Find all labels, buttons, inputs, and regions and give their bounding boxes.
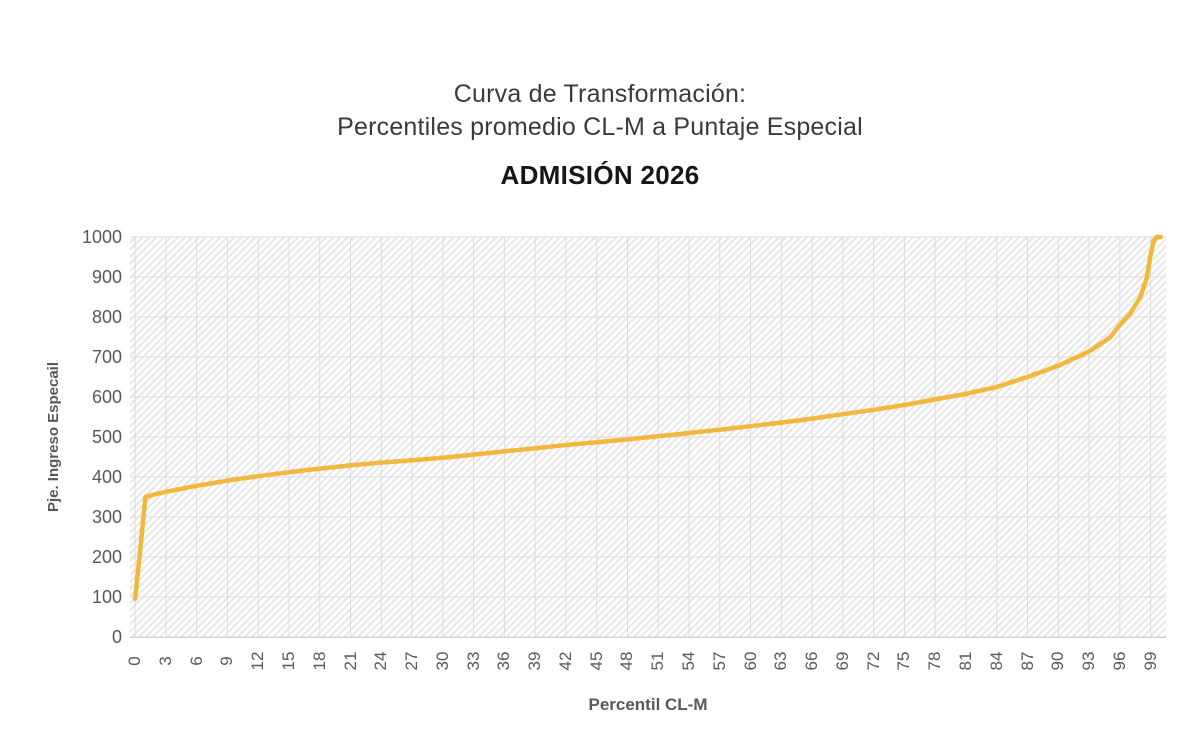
x-axis-tick-label: 30 bbox=[432, 651, 452, 671]
x-axis-tick-label: 96 bbox=[1109, 651, 1129, 671]
y-axis-tick-label: 200 bbox=[91, 547, 122, 567]
y-axis-tick-label: 800 bbox=[91, 307, 122, 327]
y-axis-tick-label: 600 bbox=[91, 387, 122, 407]
x-axis-tick-label: 81 bbox=[955, 651, 975, 671]
x-axis-tick-label: 9 bbox=[217, 656, 237, 666]
x-axis-tick-label: 66 bbox=[802, 651, 822, 671]
x-axis-tick-label: 21 bbox=[340, 651, 360, 671]
x-axis-title: Percentil CL-M bbox=[588, 695, 708, 714]
y-axis-tick-label: 700 bbox=[91, 347, 122, 367]
x-axis-tick-label: 27 bbox=[402, 651, 422, 671]
x-axis-tick-label: 15 bbox=[278, 651, 298, 671]
x-axis-tick-label: 24 bbox=[371, 651, 391, 671]
x-axis-tick-label: 69 bbox=[832, 651, 852, 671]
chart-title-line-2: Percentiles promedio CL-M a Puntaje Espe… bbox=[337, 113, 863, 141]
x-axis-tick-label: 12 bbox=[248, 651, 268, 671]
x-axis-tick-label: 99 bbox=[1140, 651, 1160, 671]
x-axis-tick-label: 45 bbox=[586, 651, 606, 671]
x-axis-tick-label: 18 bbox=[309, 651, 329, 671]
x-axis-tick-label: 60 bbox=[740, 651, 760, 671]
x-axis-tick-label: 33 bbox=[463, 651, 483, 671]
chart-svg bbox=[130, 234, 1166, 638]
x-axis-tick-label: 87 bbox=[1017, 651, 1037, 671]
x-axis-tick-label: 6 bbox=[186, 656, 206, 666]
x-axis-tick-label: 84 bbox=[986, 651, 1006, 671]
x-axis-tick-label: 90 bbox=[1048, 651, 1068, 671]
x-axis-tick-label: 63 bbox=[771, 651, 791, 671]
chart-subtitle-admission-year: ADMISIÓN 2026 bbox=[500, 160, 700, 190]
x-axis-tick-label: 54 bbox=[679, 651, 699, 671]
x-axis-tick-label: 78 bbox=[925, 651, 945, 671]
y-axis-tick-label: 0 bbox=[111, 627, 122, 647]
y-axis-tick-label: 1000 bbox=[81, 227, 122, 247]
x-axis-tick-label: 93 bbox=[1079, 651, 1099, 671]
chart-title-line-1: Curva de Transformación: bbox=[453, 80, 747, 108]
y-axis-title: Pje. Ingreso Especail bbox=[45, 361, 62, 513]
y-axis-tick-label: 300 bbox=[91, 507, 122, 527]
x-axis-tick-label: 72 bbox=[863, 651, 883, 671]
y-axis-tick-label: 400 bbox=[91, 467, 122, 487]
y-axis-tick-label: 100 bbox=[91, 587, 122, 607]
x-axis-tick-label: 3 bbox=[155, 656, 175, 666]
x-axis-tick-label: 48 bbox=[617, 651, 637, 671]
y-axis-tick-label: 900 bbox=[91, 267, 122, 287]
x-axis-tick-label: 42 bbox=[555, 651, 575, 671]
y-axis-tick-label: 500 bbox=[91, 427, 122, 447]
transformation-curve bbox=[132, 234, 1164, 602]
x-axis-tick-label: 57 bbox=[709, 651, 729, 671]
plot-area bbox=[130, 234, 1166, 638]
x-axis-tick-label: 39 bbox=[525, 651, 545, 671]
x-axis-tick-label: 36 bbox=[494, 651, 514, 671]
x-axis-tick-label: 51 bbox=[648, 651, 668, 671]
x-axis-tick-label: 0 bbox=[125, 656, 145, 666]
x-axis-tick-label: 75 bbox=[894, 651, 914, 671]
